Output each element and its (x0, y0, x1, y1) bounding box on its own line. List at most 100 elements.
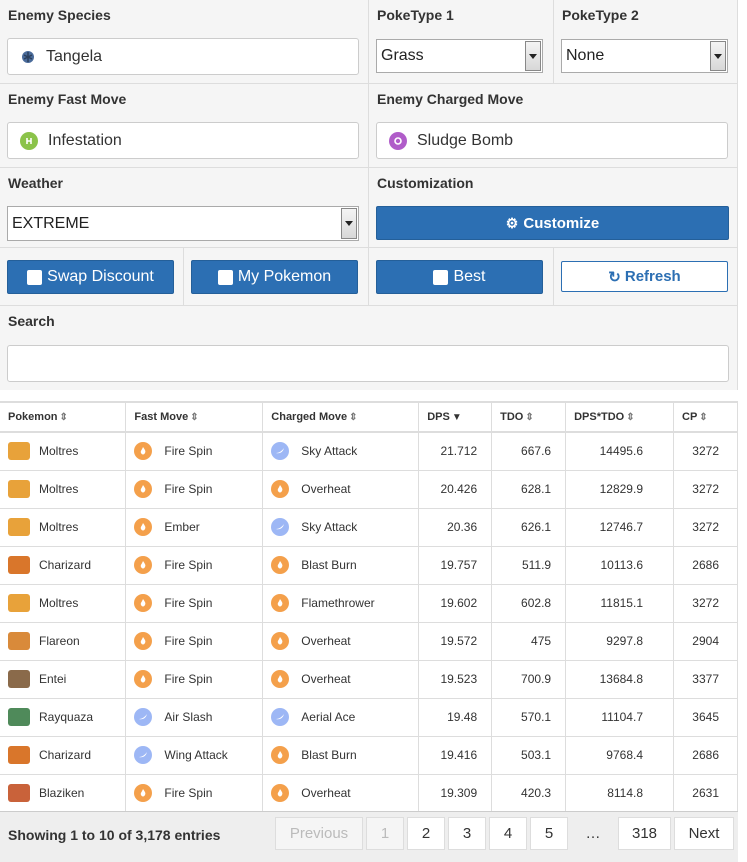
pokemon-cell: Blaziken (0, 774, 127, 813)
page-2-button[interactable]: 2 (407, 817, 445, 850)
weather-cell: Weather EXTREME (0, 168, 369, 248)
fast-move-cell: Ember (125, 508, 264, 547)
pokemon-sprite-icon (8, 518, 30, 536)
cp-cell: 3272 (673, 470, 738, 509)
cp-cell: 2904 (673, 622, 738, 661)
fast-move-name: Air Slash (164, 710, 213, 724)
tdo-cell: 503.1 (491, 736, 567, 775)
filter-form: Enemy Species Tangela PokeType 1 Grass P… (0, 0, 738, 390)
dps-tdo-cell: 12829.9 (565, 470, 674, 509)
fire-type-icon (134, 556, 153, 574)
fire-type-icon (271, 480, 290, 498)
cp-cell: 3272 (673, 584, 738, 623)
table-row: Moltres Fire Spin Flamethrower 19.602 602.8 1… (0, 584, 738, 623)
col-tdo[interactable]: TDO ⇕ (491, 401, 567, 433)
dps-cell: 19.416 (418, 736, 493, 775)
table-row: Flareon Fire Spin Overheat 19.572 475 9297.8 2… (0, 622, 738, 661)
pokemon-sprite-icon (8, 632, 30, 650)
best-label: Best (453, 268, 486, 285)
fast-move-input[interactable]: Infestation (7, 122, 359, 159)
cp-cell: 3645 (673, 698, 738, 737)
swap-discount-label: Swap Discount (47, 268, 154, 285)
tdo-cell: 700.9 (491, 660, 567, 699)
pokemon-cell: Moltres (0, 584, 127, 623)
col-fast-move[interactable]: Fast Move ⇕ (125, 401, 264, 433)
page-last-button[interactable]: 318 (618, 817, 671, 850)
refresh-icon: ↻ (608, 268, 621, 286)
pokemon-sprite-icon (8, 480, 30, 498)
page-5-button[interactable]: 5 (530, 817, 568, 850)
next-button[interactable]: Next (674, 817, 734, 850)
previous-button[interactable]: Previous (275, 817, 363, 850)
dps-cell: 21.712 (418, 432, 493, 471)
charged-move-cell: Overheat (262, 774, 420, 813)
charged-move-cell: Sky Attack (262, 432, 420, 471)
best-button[interactable]: Best (376, 260, 543, 294)
swap-discount-button[interactable]: Swap Discount (7, 260, 174, 294)
refresh-cell: ↻ Refresh (554, 248, 738, 306)
charged-move-name: Blast Burn (301, 558, 357, 572)
fast-move-name: Fire Spin (164, 444, 213, 459)
my-pokemon-button[interactable]: My Pokemon (191, 260, 358, 294)
sort-icon: ⇕ (59, 412, 68, 423)
tdo-cell: 602.8 (491, 584, 567, 623)
table-footer: Showing 1 to 10 of 3,178 entries Previou… (0, 811, 738, 862)
poketype1-value: Grass (381, 47, 424, 64)
pokemon-sprite-icon (8, 594, 30, 612)
search-input[interactable] (7, 345, 729, 382)
dps-cell: 19.572 (418, 622, 493, 661)
enemy-species-value: Tangela (46, 47, 103, 65)
fire-type-icon (134, 670, 153, 688)
fast-move-name: Fire Spin (164, 672, 213, 686)
fast-move-cell: Air Slash (125, 698, 264, 737)
col-dps[interactable]: DPS ▼ (418, 401, 493, 433)
sort-icon: ⇕ (190, 412, 199, 423)
charged-move-label: Enemy Charged Move (377, 91, 524, 107)
search-label: Search (8, 313, 55, 329)
table-row: Charizard Fire Spin Blast Burn 19.757 511.9 1… (0, 546, 738, 585)
col-cp[interactable]: CP ⇕ (673, 401, 738, 433)
customization-cell: Customization ⚙ Customize (369, 168, 738, 248)
cp-cell: 3272 (673, 432, 738, 471)
dps-tdo-cell: 9768.4 (565, 736, 674, 775)
swap-discount-cell: Swap Discount (0, 248, 184, 306)
customize-button[interactable]: ⚙ Customize (376, 206, 729, 240)
tdo-cell: 626.1 (491, 508, 567, 547)
enemy-species-input[interactable]: Tangela (7, 38, 359, 75)
col-charged-move[interactable]: Charged Move ⇕ (262, 401, 420, 433)
flying-type-icon (271, 442, 290, 461)
fast-move-name: Ember (164, 520, 200, 534)
pokemon-cell: Charizard (0, 736, 127, 775)
weather-select[interactable]: EXTREME (7, 206, 359, 241)
dps-cell: 20.426 (418, 470, 493, 509)
pokemon-cell: Moltres (0, 508, 127, 547)
fast-move-name: Fire Spin (164, 786, 213, 800)
charged-move-cell: Overheat (262, 622, 420, 661)
pokemon-name: Moltres (39, 444, 79, 459)
charged-move-input[interactable]: Sludge Bomb (376, 122, 728, 159)
checkbox-icon (27, 269, 43, 285)
page-3-button[interactable]: 3 (448, 817, 486, 850)
dps-cell: 19.602 (418, 584, 493, 623)
pokemon-name: Charizard (39, 748, 92, 762)
poketype1-select[interactable]: Grass (376, 39, 543, 73)
page-4-button[interactable]: 4 (489, 817, 527, 850)
pokemon-name: Charizard (39, 558, 92, 572)
charged-move-name: Sky Attack (301, 444, 358, 459)
page-1-button[interactable]: 1 (366, 817, 404, 850)
fast-move-cell: Fire Spin (125, 584, 264, 623)
cp-cell: 2631 (673, 774, 738, 813)
my-pokemon-cell: My Pokemon (184, 248, 369, 306)
tdo-cell: 475 (491, 622, 567, 661)
fire-type-icon (134, 632, 153, 650)
col-pokemon[interactable]: Pokemon ⇕ (0, 401, 127, 433)
fast-move-value: Infestation (48, 131, 122, 149)
poketype1-cell: PokeType 1 Grass (369, 0, 554, 84)
col-dps-tdo[interactable]: DPS*TDO ⇕ (565, 401, 674, 433)
best-cell: Best (369, 248, 554, 306)
table-row: Moltres Fire Spin Sky Attack 21.712 667.6 144… (0, 432, 738, 471)
refresh-button[interactable]: ↻ Refresh (561, 261, 728, 292)
checkbox-icon (217, 269, 233, 285)
poketype2-select[interactable]: None (561, 39, 728, 73)
dps-tdo-cell: 11104.7 (565, 698, 674, 737)
